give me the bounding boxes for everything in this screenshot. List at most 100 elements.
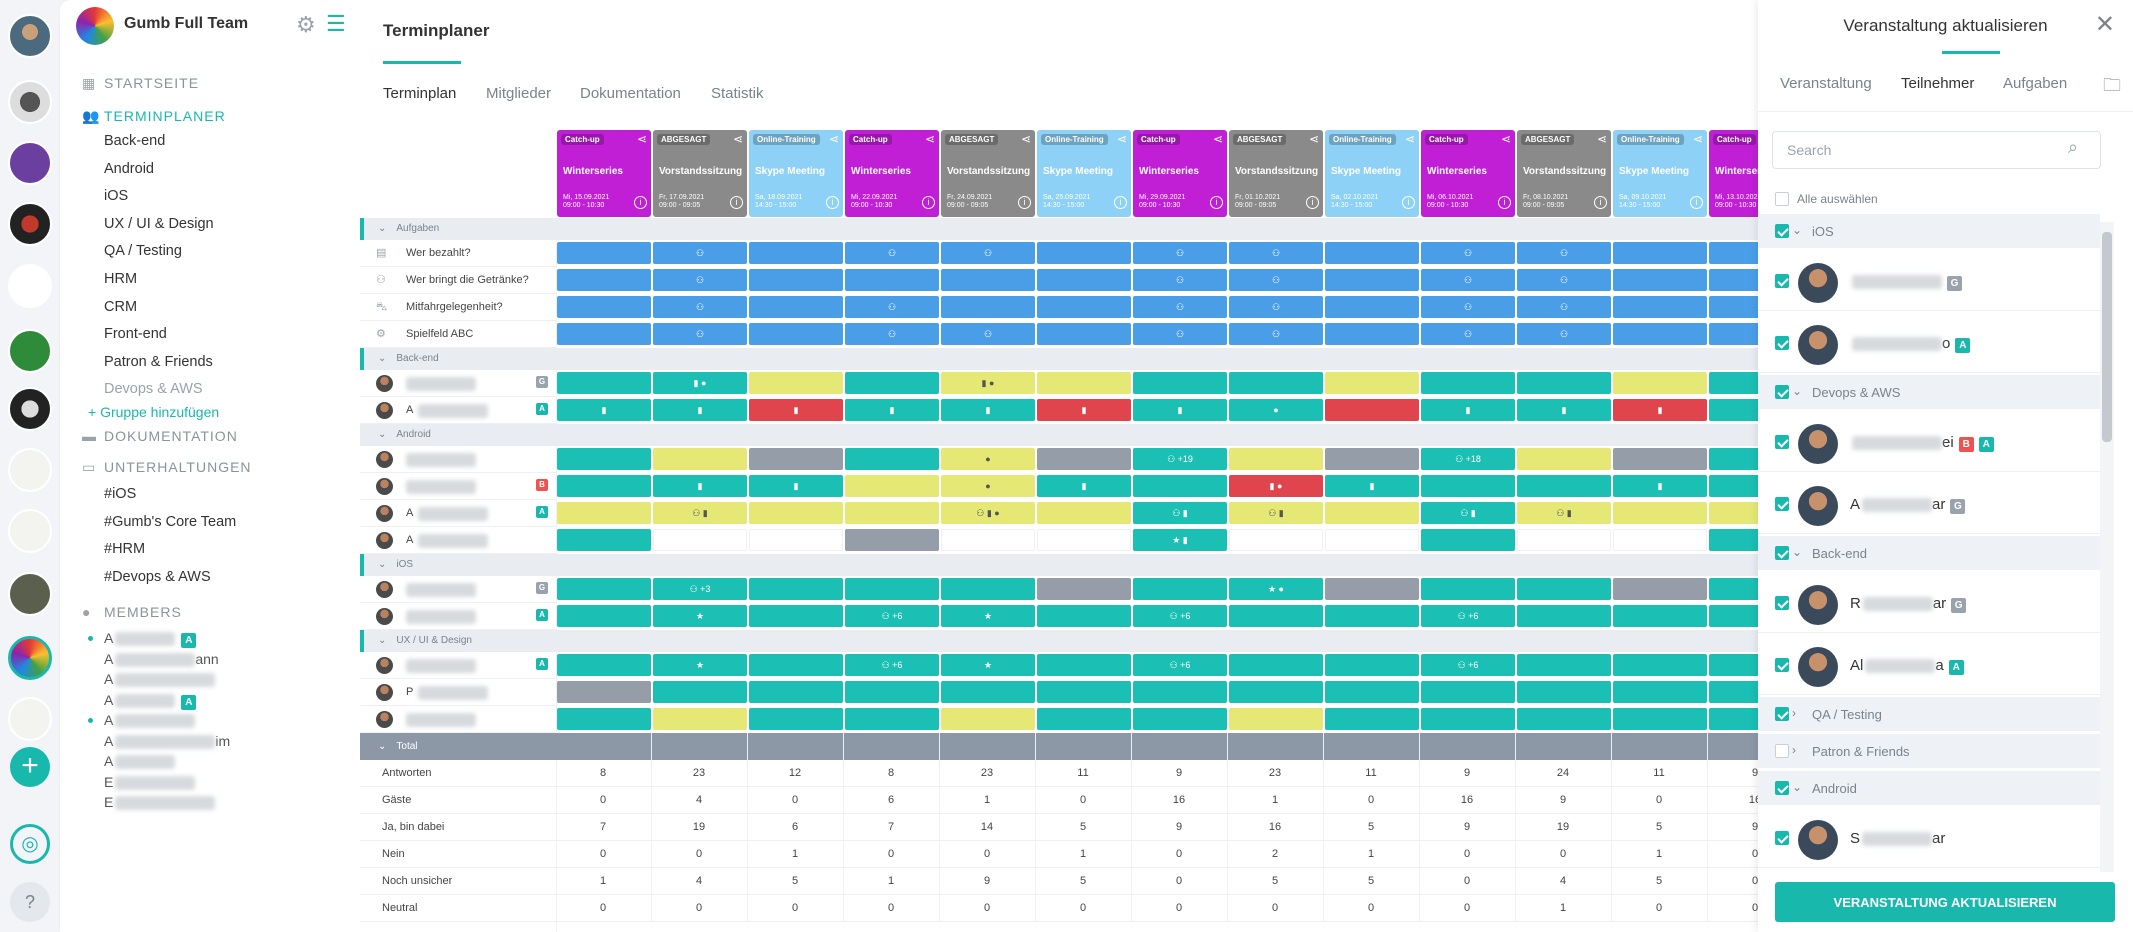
availability-cell[interactable]: ⚇ [845, 296, 939, 318]
availability-cell[interactable]: ▮ [653, 399, 747, 421]
availability-cell[interactable] [557, 296, 651, 318]
participant-checkbox[interactable] [1775, 596, 1789, 610]
availability-cell[interactable]: ★ [653, 605, 747, 627]
event-header[interactable]: ABGESAGT ⋖ Vorstandssitzung Fr, 24.09.2021 0… [941, 130, 1035, 217]
sidebar-group-qa-testing[interactable]: QA / Testing [104, 243, 182, 260]
schedule-row-label[interactable]: B [360, 473, 556, 500]
availability-cell[interactable]: ⚇ [1517, 323, 1611, 345]
workspace-avatar[interactable] [8, 697, 52, 741]
availability-cell[interactable] [941, 529, 1035, 551]
info-icon[interactable]: i [1210, 196, 1223, 209]
availability-cell[interactable] [1229, 654, 1323, 676]
availability-cell[interactable] [557, 475, 651, 497]
availability-cell[interactable] [1325, 448, 1419, 470]
availability-cell[interactable] [1037, 681, 1131, 703]
tab-terminplan[interactable]: Terminplan [383, 85, 457, 102]
availability-cell[interactable] [1229, 529, 1323, 551]
availability-cell[interactable]: ⚇ [1133, 269, 1227, 291]
availability-cell[interactable] [1325, 654, 1419, 676]
nav-members[interactable]: ● MEMBERS [82, 604, 182, 620]
share-icon[interactable]: ⋖ [1500, 132, 1511, 146]
schedule-row-label[interactable]: ⛍ Mitfahrgelegenheit? [360, 294, 556, 321]
availability-cell[interactable]: ⚇ [1517, 242, 1611, 264]
availability-cell[interactable]: ▮ [1037, 475, 1131, 497]
availability-cell[interactable] [845, 681, 939, 703]
availability-cell[interactable] [1037, 654, 1131, 676]
group-checkbox[interactable] [1775, 781, 1789, 795]
availability-cell[interactable] [749, 372, 843, 394]
availability-cell[interactable]: ⚇ [1421, 269, 1515, 291]
participant-row[interactable]: ei B A [1758, 412, 2100, 472]
availability-cell[interactable]: ▮ ● [1229, 475, 1323, 497]
availability-cell[interactable] [941, 578, 1035, 600]
sidebar-channel[interactable]: #Devops & AWS [104, 568, 211, 585]
availability-cell[interactable]: ⚇ +6 [1421, 654, 1515, 676]
sidebar-channel[interactable]: #Gumb's Core Team [104, 513, 237, 530]
availability-cell[interactable] [1517, 654, 1611, 676]
share-icon[interactable]: ⋖ [636, 132, 647, 146]
member-item[interactable]: A [104, 671, 216, 688]
availability-cell[interactable] [1709, 529, 1760, 551]
schedule-row-label[interactable]: G [360, 576, 556, 603]
participant-checkbox[interactable] [1775, 336, 1789, 350]
chevron-down-icon[interactable]: ⌄ [378, 223, 387, 234]
availability-cell[interactable]: ⚇ +6 [1421, 605, 1515, 627]
sidebar-group-front-end[interactable]: Front-end [104, 326, 167, 343]
participant-checkbox[interactable] [1775, 658, 1789, 672]
availability-cell[interactable] [749, 448, 843, 470]
info-icon[interactable]: i [1690, 196, 1703, 209]
availability-cell[interactable] [1325, 681, 1419, 703]
availability-cell[interactable]: ▮ [1325, 475, 1419, 497]
availability-cell[interactable] [1517, 529, 1611, 551]
availability-cell[interactable]: ★ [653, 654, 747, 676]
nav-dokumentation[interactable]: ▬ DOKUMENTATION [82, 428, 238, 444]
availability-cell[interactable] [1037, 242, 1131, 264]
availability-cell[interactable] [1613, 323, 1707, 345]
member-item[interactable]: A [104, 753, 176, 770]
participant-row[interactable]: G [1758, 251, 2100, 311]
availability-cell[interactable]: ⚇ [653, 269, 747, 291]
availability-cell[interactable] [1613, 654, 1707, 676]
availability-cell[interactable] [1709, 448, 1760, 470]
share-icon[interactable]: ⋖ [1020, 132, 1031, 146]
info-icon[interactable]: i [1114, 196, 1127, 209]
availability-cell[interactable] [1133, 681, 1227, 703]
availability-cell[interactable] [845, 448, 939, 470]
availability-cell[interactable] [749, 681, 843, 703]
availability-cell[interactable]: ▮ [749, 475, 843, 497]
group-checkbox[interactable] [1775, 385, 1789, 399]
availability-cell[interactable] [1517, 605, 1611, 627]
add-workspace-button[interactable]: + [10, 747, 50, 787]
info-icon[interactable]: i [1594, 196, 1607, 209]
event-header[interactable]: Catch-up ⋖ Winterseries Mi, 29.09.2021 09:00… [1133, 130, 1227, 217]
add-group-link[interactable]: + Gruppe hinzufügen [88, 404, 220, 420]
availability-cell[interactable]: ⚇ [1517, 296, 1611, 318]
availability-cell[interactable]: ⚇ [1229, 242, 1323, 264]
availability-cell[interactable]: ▮ ● [653, 372, 747, 394]
availability-cell[interactable]: ● [941, 448, 1035, 470]
availability-cell[interactable]: ★ [941, 605, 1035, 627]
share-icon[interactable]: ⋖ [1404, 132, 1415, 146]
availability-cell[interactable]: ⚇ [1421, 323, 1515, 345]
availability-cell[interactable]: ▮ ● [941, 372, 1035, 394]
availability-cell[interactable]: ⚇ ▮ [1229, 502, 1323, 524]
availability-cell[interactable] [845, 708, 939, 730]
availability-cell[interactable] [1709, 502, 1760, 524]
availability-cell[interactable]: ⚇ +6 [1133, 654, 1227, 676]
sidebar-group-ios[interactable]: iOS [104, 188, 129, 205]
workspace-avatar-selected[interactable] [8, 636, 52, 680]
availability-cell[interactable] [1037, 323, 1131, 345]
availability-cell[interactable] [653, 681, 747, 703]
availability-cell[interactable]: ⚇ +6 [1133, 605, 1227, 627]
availability-cell[interactable] [1421, 578, 1515, 600]
availability-cell[interactable] [749, 578, 843, 600]
availability-cell[interactable] [1613, 242, 1707, 264]
share-icon[interactable]: ⋖ [924, 132, 935, 146]
availability-cell[interactable] [1325, 269, 1419, 291]
participant-group-qa-testing[interactable]: › QA / Testing [1758, 697, 2100, 731]
